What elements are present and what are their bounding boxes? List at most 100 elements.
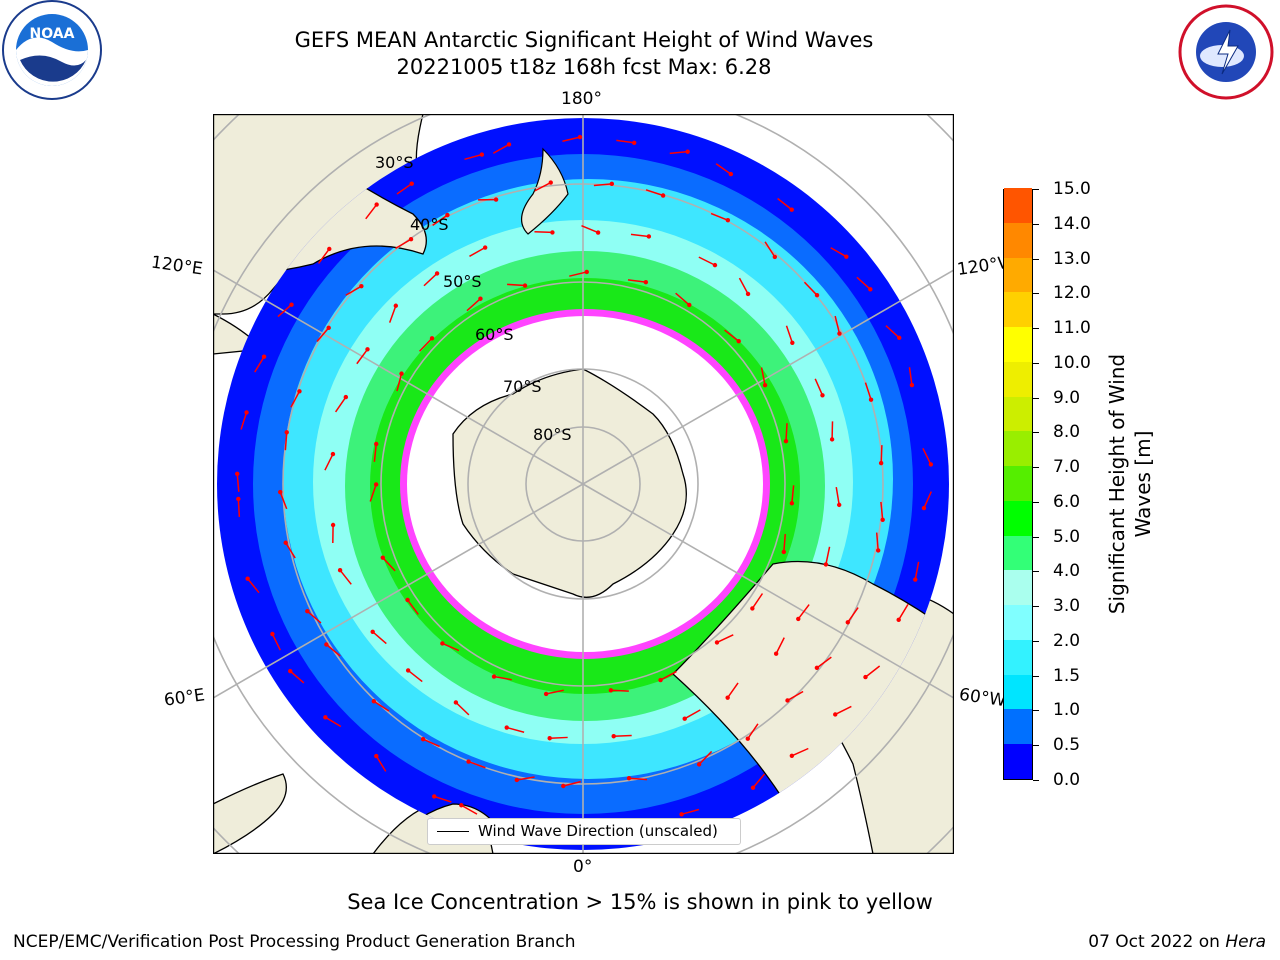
wind-arrow (254, 356, 265, 373)
wind-arrow (764, 241, 776, 258)
colorbar-tick-label: 2.0 (1053, 630, 1081, 651)
wind-arrow-head (682, 716, 687, 721)
lon-label-60e: 60°E (162, 685, 207, 711)
wind-arrow-head (405, 597, 410, 603)
wind-arrow-head (626, 775, 632, 781)
colorbar-tick (1033, 780, 1039, 781)
wind-arrow-head (790, 340, 795, 345)
colorbar-tick-label: 0.0 (1053, 770, 1081, 790)
wind-arrow-head (235, 471, 240, 477)
wind-arrow (306, 610, 322, 624)
colorbar-segment (1004, 361, 1032, 397)
colorbar-tick (1033, 328, 1039, 330)
wind-arrow (616, 139, 635, 144)
wind-arrow (284, 432, 288, 451)
wind-arrow-head (445, 212, 450, 218)
wind-arrow-head (783, 438, 789, 444)
wind-arrow-head (324, 642, 329, 647)
wind-arrow (777, 197, 793, 211)
wind-arrow (339, 569, 352, 585)
wind-arrow-head (595, 230, 601, 235)
lat-label-80s: 80°S (533, 425, 572, 444)
wind-arrow (908, 367, 913, 386)
wind-arrow (835, 486, 840, 506)
wind-arrow-head (736, 339, 741, 344)
lat-label-70s: 70°S (503, 377, 542, 396)
wind-arrow-head (844, 254, 849, 259)
wind-arrow (864, 382, 872, 400)
wind-arrow (466, 298, 481, 312)
wind-arrow (785, 325, 794, 344)
wind-arrow-head (479, 152, 485, 157)
wind-arrow-head (432, 794, 437, 799)
wind-arrow (442, 642, 460, 652)
colorbar-tick-label: 0.5 (1053, 735, 1081, 756)
wind-arrow-head (373, 482, 379, 487)
wind-arrow-head (750, 785, 756, 790)
wind-arrow-head (609, 181, 615, 187)
wind-arrow (593, 183, 612, 187)
wind-arrow-head (897, 335, 902, 341)
wind-arrow-head (577, 134, 583, 140)
wind-arrow-head (679, 812, 684, 817)
wind-arrow (325, 716, 342, 728)
colorbar-tick-label: 7.0 (1053, 457, 1081, 478)
wind-arrow-head (878, 460, 884, 466)
wind-arrow (372, 631, 387, 645)
wind-arrow-head (836, 502, 842, 508)
footer-credit: NCEP/EMC/Verification Post Processing Pr… (13, 932, 576, 952)
wind-arrow (290, 390, 301, 408)
lon-label-60w: 60°W (957, 684, 1008, 712)
wind-arrow (432, 214, 448, 227)
wind-arrow (825, 546, 831, 565)
wind-arrow (816, 656, 832, 669)
footer-host: Hera (1225, 932, 1266, 952)
lon-label-120e: 120°E (149, 252, 204, 280)
wind-arrow-head (781, 549, 787, 555)
wind-arrow-head (506, 142, 512, 147)
wind-arrow-head (270, 631, 275, 637)
wind-arrow (396, 373, 403, 392)
wind-arrow (455, 701, 470, 716)
colorbar-segment (1004, 187, 1032, 223)
wind-arrow-head (714, 640, 720, 645)
wind-arrow-head (921, 505, 927, 511)
wind-arrow (373, 443, 377, 462)
wind-arrow-head (820, 393, 825, 398)
colorbar-tick-label: 13.0 (1053, 248, 1091, 269)
wind-arrow (922, 447, 932, 465)
wind-arrow (710, 212, 729, 221)
wind-arrow (865, 665, 881, 678)
wind-arrow (803, 281, 818, 296)
map-panel: 30°S 40°S 50°S 60°S 70°S 80°S (212, 113, 955, 855)
colorbar-tick (1033, 640, 1039, 642)
wind-arrow (407, 669, 423, 683)
wind-arrow (630, 233, 649, 238)
colorbar-tick (1033, 571, 1039, 573)
lon-grid (213, 114, 954, 854)
wind-arrow (516, 776, 535, 781)
wind-arrow (727, 682, 739, 699)
wind-arrow-head (814, 665, 820, 671)
wind-arrow (563, 780, 581, 787)
colorbar (1003, 187, 1033, 780)
wind-arrow (240, 412, 248, 430)
wind-arrow (675, 292, 690, 306)
wind-arrow-head (297, 389, 302, 394)
wind-arrow (856, 276, 871, 290)
wind-arrow-head (330, 522, 336, 528)
wind-arrow (880, 501, 884, 520)
wind-arrow (681, 808, 700, 816)
wind-arrow-head (685, 149, 690, 154)
wind-arrow-head (785, 698, 790, 703)
wind-arrow (569, 271, 587, 277)
wind-arrow (460, 804, 478, 815)
wind-arrow-head (875, 548, 881, 553)
wind-arrow-head (493, 197, 499, 202)
map-legend: Wind Wave Direction (unscaled) (427, 818, 741, 845)
wind-arrow (534, 231, 553, 234)
colorbar-tick-label: 9.0 (1053, 387, 1081, 408)
wind-arrow (395, 238, 412, 249)
wind-arrow (847, 607, 859, 623)
wind-arrow-head (823, 562, 829, 567)
